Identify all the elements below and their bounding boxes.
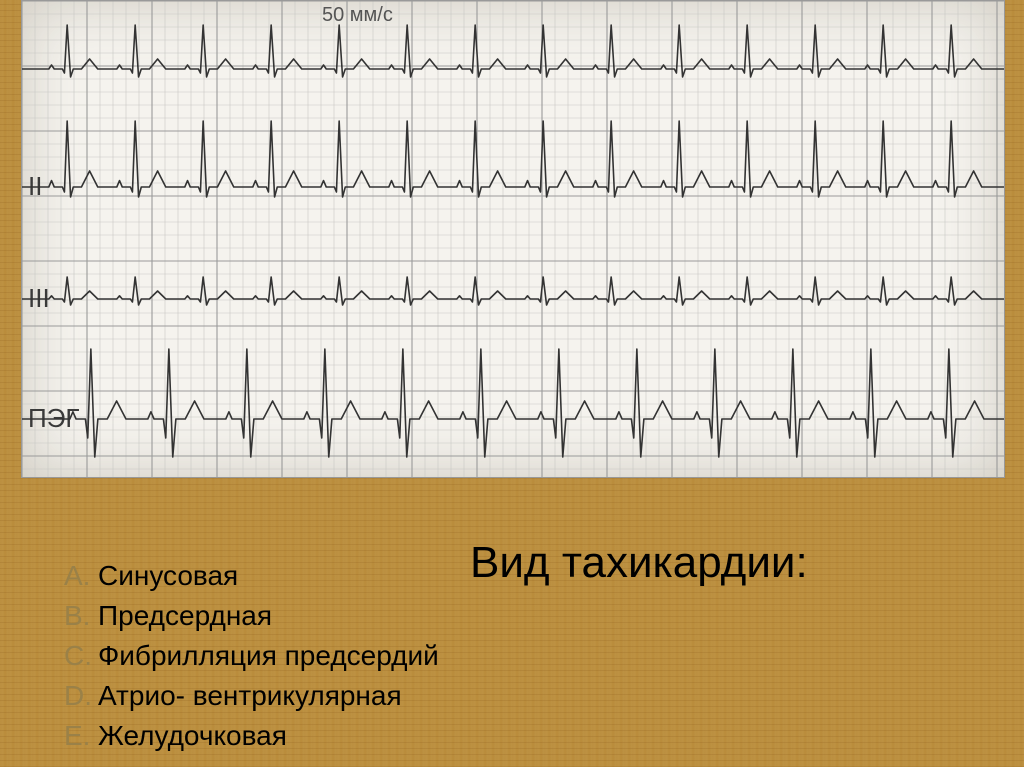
option-row: C.Фибрилляция предсердий <box>64 636 439 676</box>
svg-text:ПЭГ: ПЭГ <box>28 403 79 433</box>
svg-text:II: II <box>28 171 42 201</box>
slide-title: Вид тахикардии: <box>470 538 808 588</box>
options-list: A.СинусоваяB.ПредсерднаяC.Фибрилляция пр… <box>64 556 439 756</box>
option-letter: C. <box>64 636 98 676</box>
option-text: Предсердная <box>98 596 272 636</box>
option-row: A.Синусовая <box>64 556 439 596</box>
svg-text:III: III <box>28 283 50 313</box>
option-text: Фибрилляция предсердий <box>98 636 439 676</box>
option-letter: E. <box>64 716 98 756</box>
option-row: D.Атрио- вентрикулярная <box>64 676 439 716</box>
option-text: Атрио- вентрикулярная <box>98 676 402 716</box>
option-letter: B. <box>64 596 98 636</box>
option-text: Синусовая <box>98 556 238 596</box>
option-text: Желудочковая <box>98 716 287 756</box>
ecg-chart: 50 мм/сIIIIIПЭГ <box>21 0 1005 478</box>
option-letter: A. <box>64 556 98 596</box>
slide: 50 мм/сIIIIIПЭГ Вид тахикардии: A.Синусо… <box>0 0 1024 767</box>
option-row: B.Предсердная <box>64 596 439 636</box>
svg-text:50 мм/с: 50 мм/с <box>322 4 393 26</box>
option-letter: D. <box>64 676 98 716</box>
option-row: E.Желудочковая <box>64 716 439 756</box>
